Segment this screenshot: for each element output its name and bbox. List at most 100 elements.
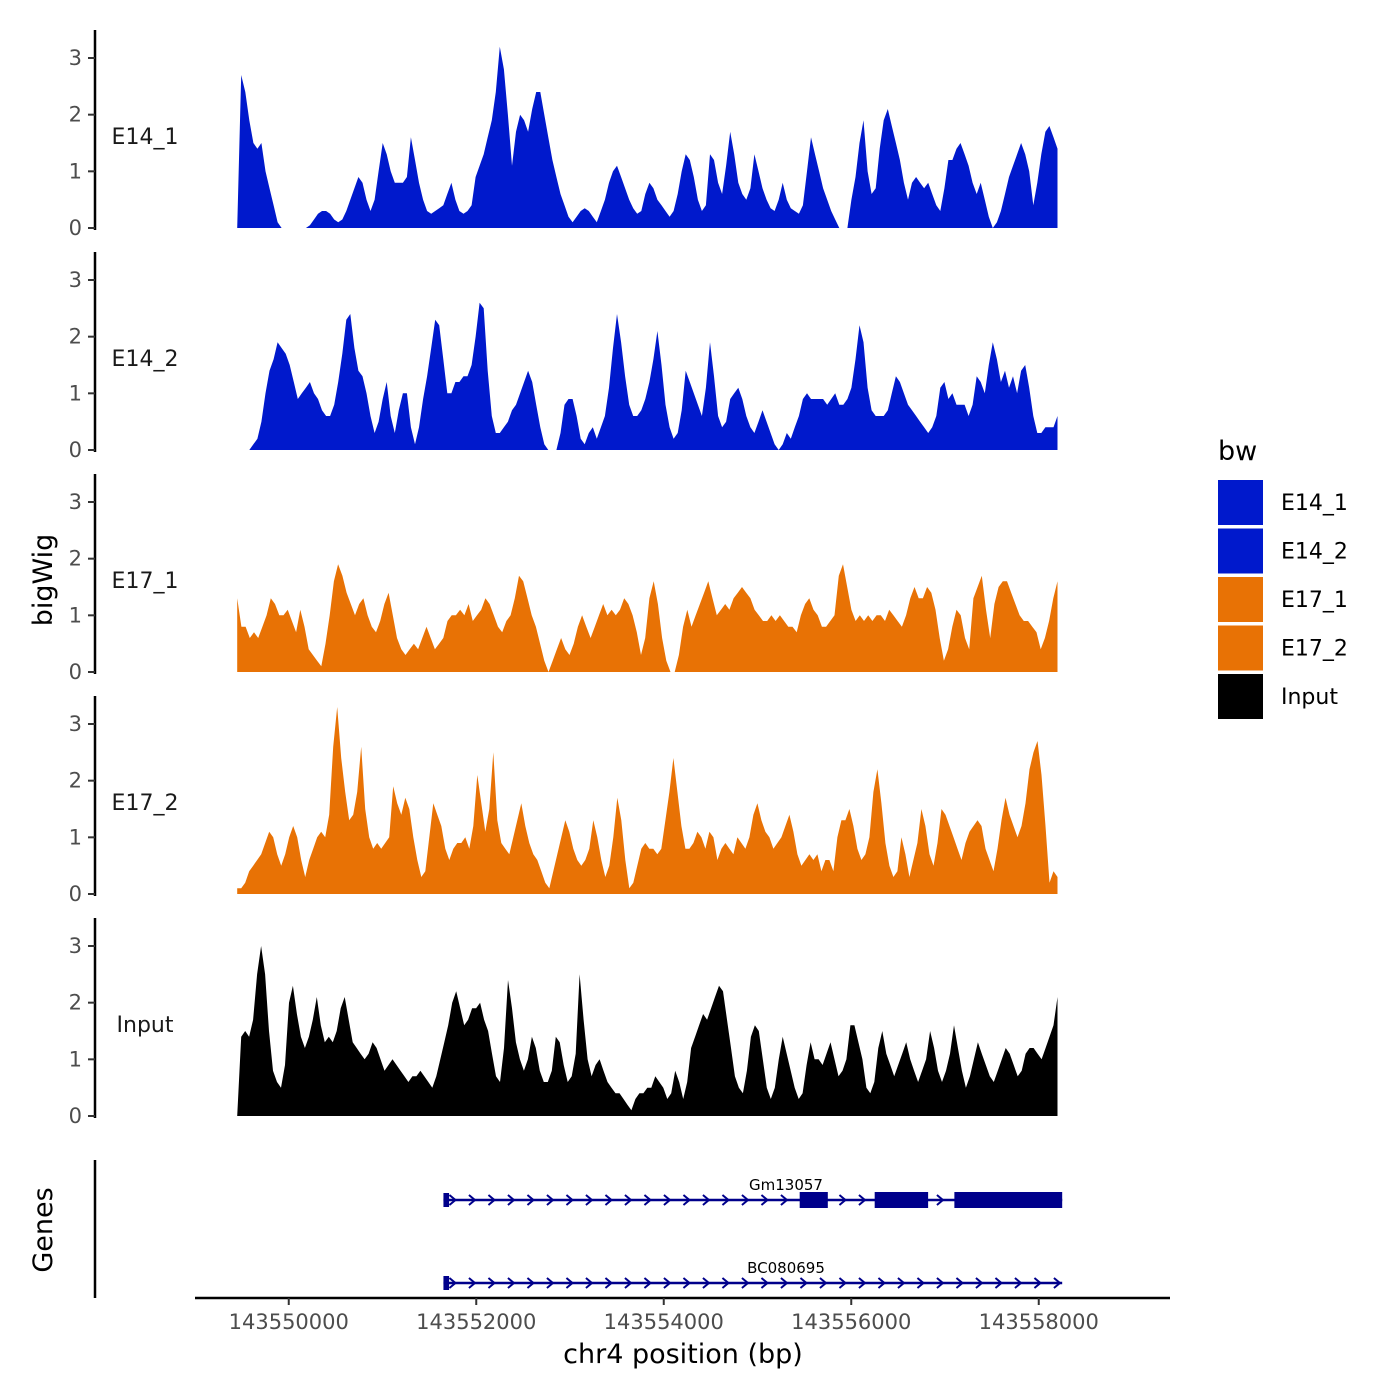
- strand-arrow: [1014, 1277, 1023, 1289]
- legend-key-E14_1: [1218, 480, 1263, 525]
- legend-label-E14_2: E14_2: [1281, 540, 1348, 565]
- gene-exon: [799, 1192, 828, 1208]
- strand-arrow: [702, 1194, 711, 1206]
- strand-arrow: [526, 1277, 536, 1289]
- strand-arrow: [858, 1277, 867, 1289]
- strand-arrow: [955, 1277, 965, 1289]
- x-axis: 143550000 143552000 143554000 143556000 1435…: [195, 1296, 1170, 1334]
- track-label: Input: [117, 1013, 174, 1038]
- strand-arrow: [526, 1194, 536, 1206]
- legend-label-E17_2: E17_2: [1281, 637, 1348, 662]
- gene-exon: [874, 1192, 929, 1208]
- coverage-area-E17_2: [237, 707, 1058, 894]
- gene-exon: [954, 1192, 1063, 1208]
- strand-arrow: [565, 1194, 575, 1206]
- gene-label: Gm13057: [749, 1176, 823, 1194]
- legend-key-Input: [1218, 674, 1263, 719]
- strand-arrow: [448, 1194, 458, 1206]
- strand-arrow: [994, 1277, 1004, 1289]
- y-tick-label: 1: [69, 381, 82, 405]
- genes-axis-title: Genes: [28, 1187, 59, 1272]
- strand-arrow: [546, 1277, 555, 1289]
- x-axis-title: chr4 position (bp): [563, 1339, 803, 1370]
- y-tick-label: 3: [69, 268, 82, 292]
- y-tick-label: 1: [69, 159, 82, 183]
- strand-arrow: [663, 1277, 672, 1289]
- strand-arrow: [487, 1277, 497, 1289]
- legend-title: bw: [1218, 436, 1257, 467]
- strand-arrow: [838, 1194, 848, 1206]
- strand-arrow: [936, 1194, 945, 1206]
- x-tick-label: 143556000: [791, 1310, 911, 1334]
- y-tick-label: 3: [69, 490, 82, 514]
- track-E17_2: 0 1 2 3 E17_2: [69, 696, 1058, 906]
- x-tick-label: 143552000: [416, 1310, 536, 1334]
- strand-arrow: [1033, 1277, 1043, 1289]
- strand-arrow: [624, 1277, 633, 1289]
- genes-group: Gm13057 BC080695: [93, 1160, 1063, 1298]
- coverage-area-E14_1: [237, 46, 1058, 229]
- strand-arrow: [507, 1194, 516, 1206]
- strand-arrow: [585, 1277, 594, 1289]
- strand-arrow: [604, 1194, 614, 1206]
- gene-exon: [443, 1193, 450, 1207]
- coverage-area-E17_1: [237, 564, 1058, 672]
- strand-arrow: [663, 1194, 672, 1206]
- strand-arrow: [936, 1277, 945, 1289]
- strand-arrow: [1053, 1277, 1062, 1289]
- strand-arrow: [741, 1194, 750, 1206]
- y-axis-title: bigWig: [28, 534, 59, 627]
- y-tick-label: 1: [69, 825, 82, 849]
- tracks-group: 0 1 2 3 E14_1 0 1 2 3 E14_2 0 1 2 3 E17_1 0 1 2 3 E17_2 0 1 2 3…: [69, 30, 1058, 1128]
- strand-arrow: [760, 1194, 770, 1206]
- strand-arrow: [507, 1277, 516, 1289]
- strand-arrow: [799, 1277, 809, 1289]
- track-Input: 0 1 2 3 Input: [69, 918, 1058, 1128]
- strand-arrow: [468, 1277, 477, 1289]
- strand-arrow: [682, 1277, 692, 1289]
- legend-label-Input: Input: [1281, 685, 1338, 710]
- track-label: E17_1: [112, 569, 179, 594]
- legend-key-E17_1: [1218, 577, 1263, 622]
- y-tick-label: 0: [69, 882, 82, 906]
- track-E14_2: 0 1 2 3 E14_2: [69, 252, 1058, 462]
- y-tick-label: 0: [69, 438, 82, 462]
- strand-arrow: [858, 1194, 867, 1206]
- strand-arrow: [487, 1194, 497, 1206]
- gene-BC080695: BC080695: [443, 1259, 1063, 1290]
- y-tick-label: 3: [69, 712, 82, 736]
- strand-arrow: [916, 1277, 926, 1289]
- strand-arrow: [741, 1277, 750, 1289]
- gene-exon: [443, 1276, 450, 1290]
- x-tick-label: 143558000: [979, 1310, 1099, 1334]
- y-tick-label: 1: [69, 603, 82, 627]
- y-tick-label: 0: [69, 216, 82, 240]
- strand-arrow: [604, 1277, 614, 1289]
- strand-arrow: [565, 1277, 575, 1289]
- strand-arrow: [643, 1194, 653, 1206]
- gene-label: BC080695: [747, 1259, 825, 1277]
- strand-arrow: [721, 1277, 731, 1289]
- strand-arrow: [624, 1194, 633, 1206]
- legend-label-E14_1: E14_1: [1281, 491, 1348, 516]
- legend-label-E17_1: E17_1: [1281, 588, 1348, 613]
- strand-arrow: [975, 1277, 984, 1289]
- y-tick-label: 1: [69, 1047, 82, 1071]
- track-label: E14_1: [112, 125, 179, 150]
- strand-arrow: [877, 1277, 887, 1289]
- strand-arrow: [780, 1277, 789, 1289]
- strand-arrow: [546, 1194, 555, 1206]
- track-label: E17_2: [112, 791, 179, 816]
- coverage-area-Input: [237, 946, 1058, 1116]
- strand-arrow: [643, 1277, 653, 1289]
- x-tick-label: 143550000: [229, 1310, 349, 1334]
- coverage-area-E14_2: [237, 302, 1058, 450]
- track-E14_1: 0 1 2 3 E14_1: [69, 30, 1058, 240]
- legend-key-E17_2: [1218, 625, 1263, 671]
- legend: bw E14_1 E14_2 E17_1 E17_2 Input: [1218, 436, 1348, 719]
- strand-arrow: [897, 1277, 906, 1289]
- y-tick-label: 2: [69, 103, 82, 127]
- gene-Gm13057: Gm13057: [443, 1176, 1063, 1208]
- y-tick-label: 2: [69, 325, 82, 349]
